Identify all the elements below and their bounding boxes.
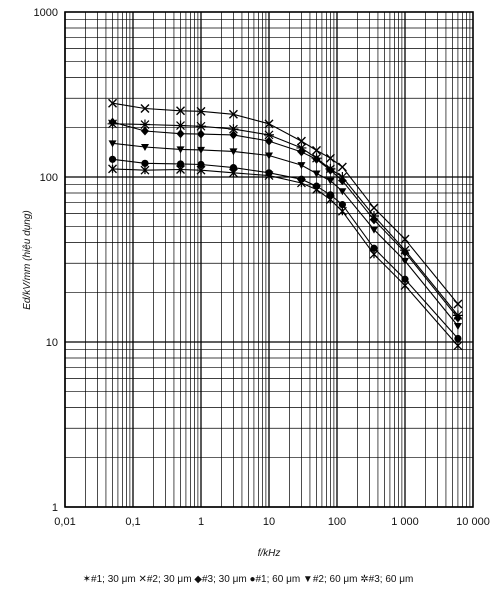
data-point: [453, 299, 463, 309]
data-point: [265, 152, 273, 160]
series-group: [108, 140, 462, 331]
data-point: [197, 129, 205, 139]
data-point: [108, 164, 117, 174]
data-point: [140, 165, 150, 175]
series-group: [107, 118, 463, 321]
data-point: [107, 118, 118, 129]
y-tick-label: 1000: [34, 7, 58, 19]
data-point: [325, 163, 336, 174]
data-point: [368, 211, 379, 222]
data-point: [140, 126, 149, 136]
legend: ✶#1; 30 μm ✕#2; 30 μm ◆#3; 30 μm ●#1; 60…: [0, 574, 496, 585]
series-line: [112, 142, 459, 327]
x-tick-label: 0,1: [125, 516, 140, 528]
data-point: [312, 182, 321, 190]
data-point: [370, 244, 378, 252]
data-point: [312, 170, 321, 178]
data-point: [175, 120, 186, 131]
data-point: [197, 160, 205, 169]
plot-frame: [64, 11, 474, 508]
x-tick-label: 1: [198, 516, 204, 528]
x-axis-label: f/kHz: [258, 548, 281, 559]
data-point: [229, 148, 238, 156]
data-point: [176, 146, 185, 154]
data-point: [311, 153, 322, 164]
x-tick-label: 10 000: [456, 516, 490, 528]
data-point: [296, 136, 306, 146]
data-point: [265, 169, 273, 177]
data-point: [196, 106, 206, 116]
data-point: [297, 175, 306, 183]
data-point: [176, 129, 185, 139]
data-point: [454, 334, 462, 343]
x-tick-label: 100: [328, 516, 346, 528]
data-point: [228, 124, 239, 135]
data-point: [326, 191, 335, 199]
series-line: [112, 168, 459, 347]
series-line: [112, 121, 459, 319]
data-point: [264, 119, 274, 129]
data-point: [326, 177, 335, 185]
data-point: [325, 153, 335, 163]
data-point: [297, 162, 306, 170]
legend-text: ✶#1; 30 μm ✕#2; 30 μm ◆#3; 30 μm ●#1; 60…: [82, 574, 414, 585]
data-point: [229, 130, 238, 140]
data-point: [228, 109, 238, 119]
grid-lines: [64, 12, 473, 508]
data-point: [139, 119, 150, 130]
x-tick-label: 10: [263, 516, 275, 528]
data-point: [369, 226, 378, 234]
data-point: [296, 142, 307, 153]
data-point: [337, 162, 347, 172]
data-point: [176, 106, 186, 116]
data-point: [108, 155, 117, 163]
data-point: [400, 234, 410, 244]
data-point: [452, 310, 463, 321]
series-line: [112, 102, 459, 305]
y-tick-label: 1: [52, 502, 58, 514]
x-tick-label: 0,01: [54, 516, 75, 528]
data-point: [141, 159, 149, 167]
data-point: [338, 201, 346, 209]
data-point: [197, 146, 205, 154]
y-tick-label: 100: [40, 172, 58, 184]
y-tick-label: 10: [46, 337, 58, 349]
x-tick-label: 1 000: [391, 516, 419, 528]
data-point: [265, 136, 273, 146]
data-point: [401, 275, 409, 283]
data-point: [400, 245, 410, 256]
tick-labels: 0,01 0,1 1 10 100 1 000 10 000 1 10 100 1000: [34, 7, 490, 528]
data-point: [453, 341, 463, 351]
data-point: [369, 203, 379, 213]
data-point: [338, 188, 347, 196]
data-point: [140, 143, 149, 151]
data-point: [337, 172, 348, 182]
data-point: [401, 257, 409, 265]
data-point: [312, 145, 322, 155]
y-axis-label: Ed/kV/mm (hiệu dụng): [22, 210, 33, 310]
data-point: [140, 104, 150, 114]
data-point: [108, 140, 117, 148]
series-layer: [107, 98, 463, 351]
data-point: [229, 164, 238, 172]
data-point: [176, 160, 185, 168]
data-point: [453, 323, 462, 331]
series-group: [108, 155, 462, 343]
data-point: [264, 129, 274, 140]
series-group: [108, 98, 463, 309]
data-point: [196, 121, 206, 132]
data-point: [108, 98, 118, 108]
